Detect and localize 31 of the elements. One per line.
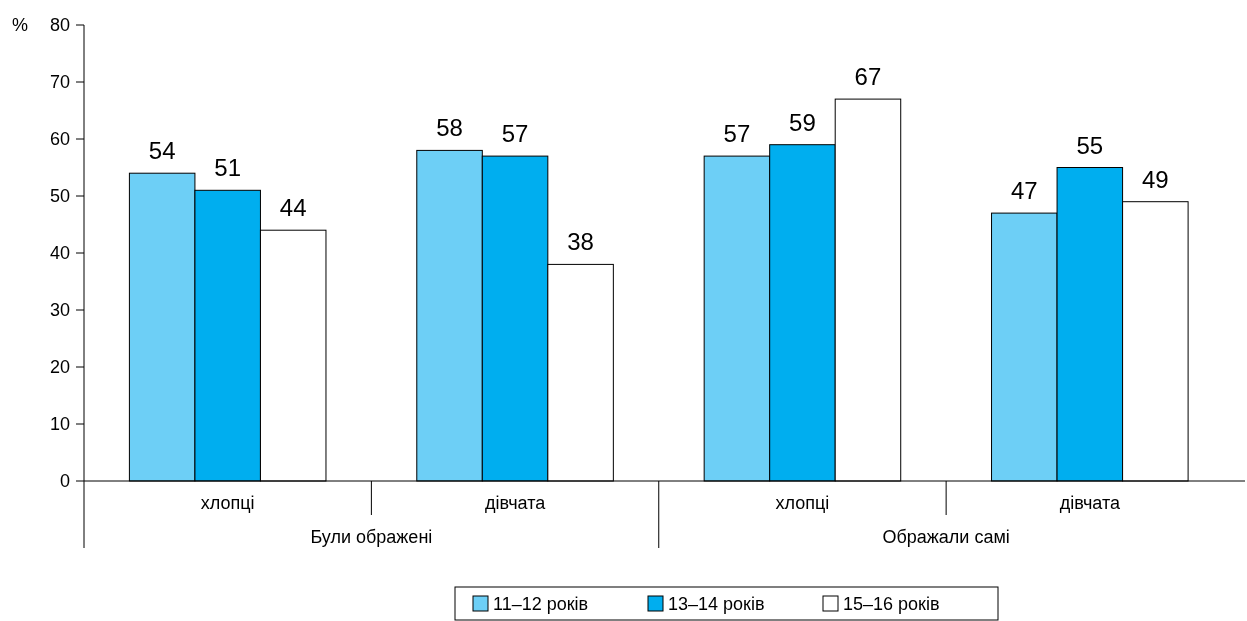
y-tick-label: 10 (49, 414, 70, 435)
y-tick-label: 50 (49, 186, 70, 207)
data-label: 47 (1010, 177, 1038, 205)
data-label: 51 (214, 154, 242, 182)
data-label: 38 (567, 228, 594, 256)
text: Були ображені (310, 527, 433, 547)
data-label: 59 (789, 108, 816, 136)
text: Ображали самі (882, 527, 1010, 547)
y-tick-label: 30 (49, 300, 70, 321)
data-label: 57 (723, 120, 751, 148)
y-tick-label: 80 (49, 15, 70, 36)
legend-label: 15–16 років (843, 594, 940, 615)
y-tick-label: 0 (59, 471, 70, 492)
data-label: 55 (1076, 131, 1104, 159)
legend-label: 13–14 років (668, 594, 765, 615)
y-axis-title: % (11, 15, 29, 36)
x-tick-label: дівчата (484, 493, 547, 513)
data-label: 49 (1141, 165, 1169, 193)
data-label: 58 (436, 114, 463, 142)
x-tick-label: хлопці (200, 493, 255, 513)
data-label: 54 (148, 137, 176, 165)
x-tick-label: хлопці (775, 493, 830, 513)
x-tick-label: дівчата (1059, 493, 1121, 513)
y-tick-label: 60 (49, 129, 70, 150)
y-tick-label: 20 (49, 357, 70, 378)
data-label: 57 (501, 120, 529, 148)
data-label: 67 (854, 63, 882, 91)
y-tick-label: 70 (49, 72, 70, 93)
y-tick-label: 40 (49, 243, 70, 264)
data-label: 44 (279, 194, 307, 222)
legend-label: 11–12 років (493, 594, 589, 615)
